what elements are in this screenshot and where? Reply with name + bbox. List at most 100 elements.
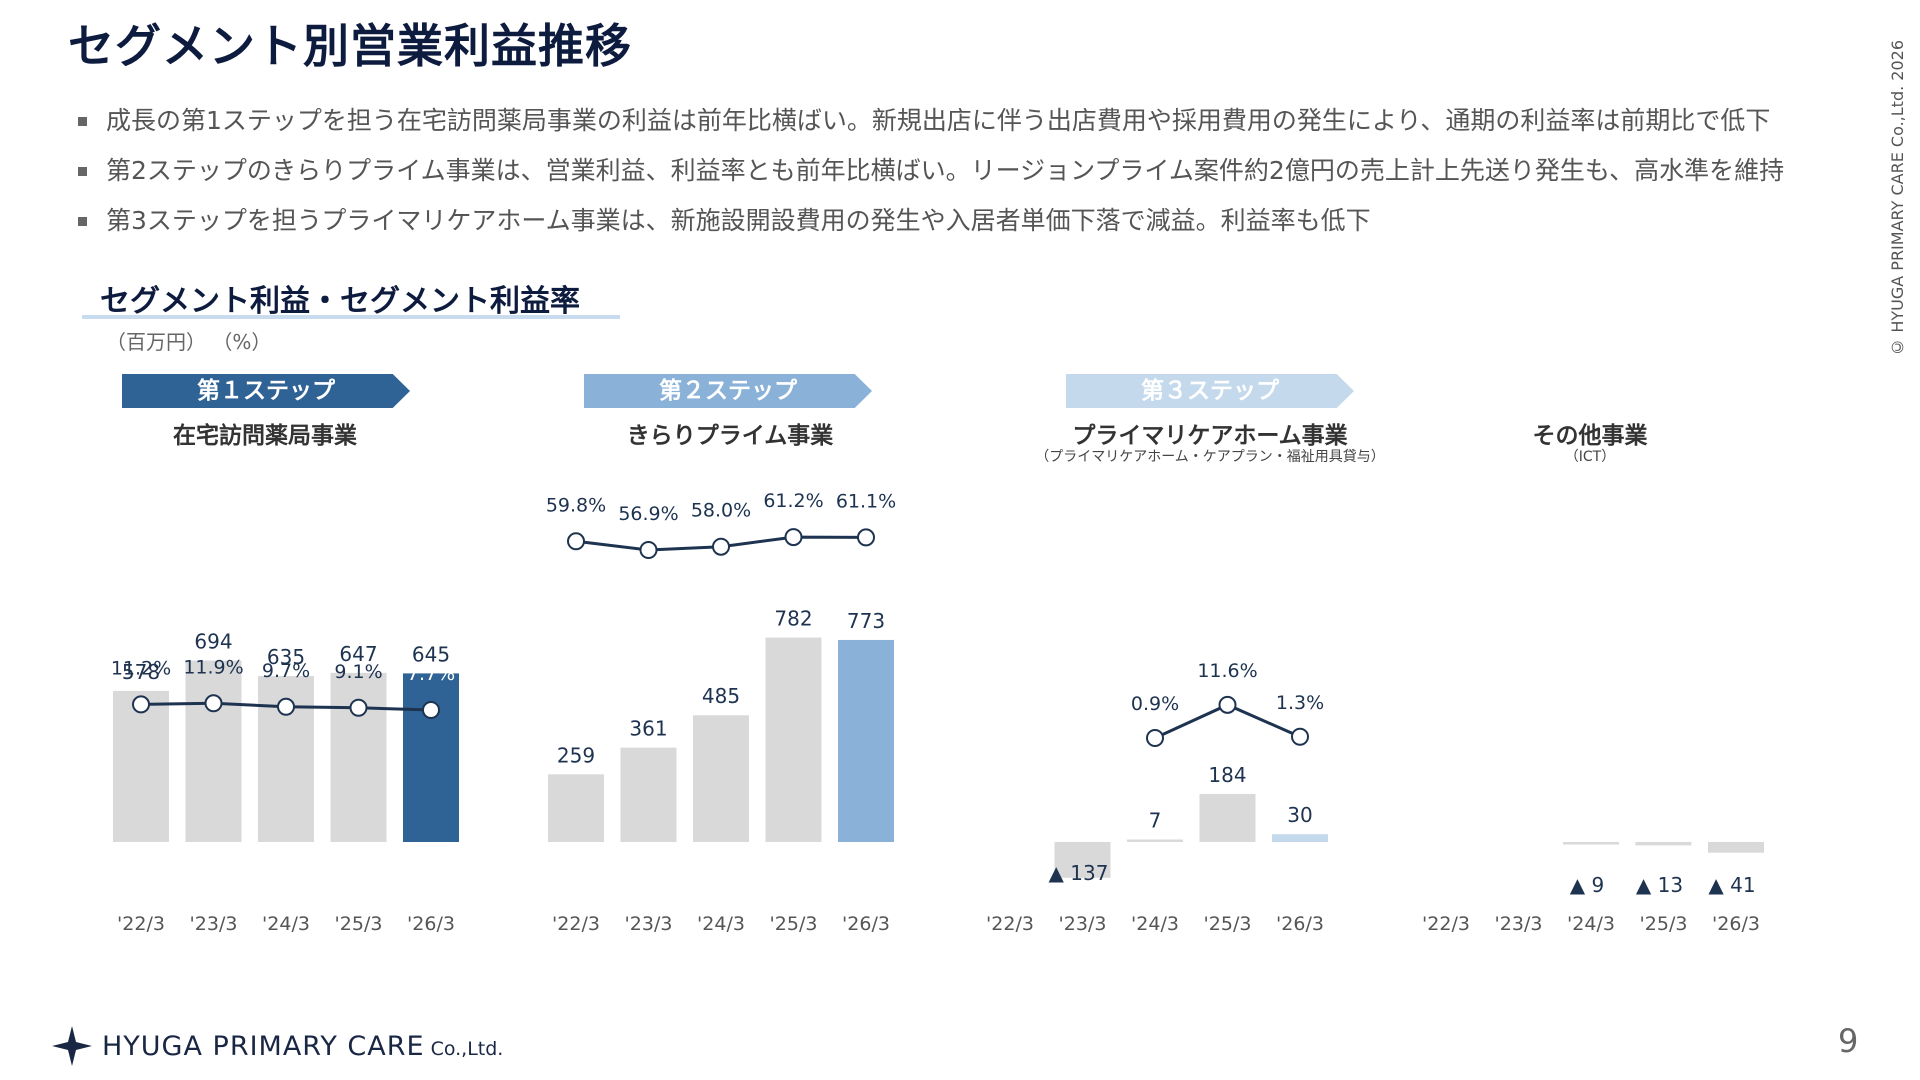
bar-value-label: ▲ 13 [1636, 873, 1683, 897]
x-tick-label: '26/3 [407, 913, 455, 935]
bar [765, 637, 822, 842]
bar-value-label: 773 [847, 609, 885, 633]
rate-point [1218, 695, 1237, 714]
bar [838, 639, 894, 842]
x-tick-label: '23/3 [190, 913, 238, 935]
bar-value-label: 30 [1287, 803, 1312, 827]
rate-point [204, 694, 223, 713]
rate-label: 59.8% [546, 494, 606, 516]
summary-bullets: 成長の第1ステップを担う在宅訪問薬局事業の利益は前年比横ばい。新規出店に伴う出店… [78, 96, 1838, 246]
bar-value-label: 485 [702, 684, 740, 708]
step3-banner: 第３ステップ [1066, 374, 1354, 408]
bar [1563, 842, 1619, 845]
rate-point [784, 528, 803, 547]
bar-value-label: 259 [557, 743, 595, 767]
bar [1272, 834, 1328, 842]
x-tick-label: '22/3 [117, 913, 165, 935]
rate-label: 11.2% [111, 657, 171, 679]
x-tick-label: '25/3 [335, 913, 383, 935]
rate-point [422, 701, 440, 719]
bar [185, 660, 242, 842]
x-tick-label: '26/3 [1276, 913, 1324, 935]
x-tick-label: '23/3 [1059, 913, 1107, 935]
rate-point [567, 532, 585, 551]
step2-banner: 第２ステップ [584, 374, 872, 408]
rate-label: 58.0% [691, 500, 751, 522]
bullet-square-icon [78, 117, 87, 126]
rate-label: 9.7% [262, 660, 310, 682]
rate-label: 56.9% [618, 503, 678, 525]
x-tick-label: '23/3 [1495, 913, 1543, 935]
bar [693, 715, 749, 842]
rate-label: 7.7% [407, 663, 455, 685]
rate-label: 11.9% [183, 656, 243, 678]
bar [330, 672, 387, 842]
step1-banner: 第１ステップ [122, 374, 410, 408]
x-tick-label: '24/3 [262, 913, 310, 935]
bullet-item: 第2ステップのきらりプライム事業は、営業利益、利益率とも前年比横ばい。リージョン… [78, 146, 1838, 196]
segment-name-other: その他事業 [1532, 423, 1648, 449]
segment-name-pharmacy: 在宅訪問薬局事業 [173, 423, 357, 449]
bar-value-label: 647 [339, 642, 377, 666]
x-tick-label: '25/3 [1204, 913, 1252, 935]
rate-point [1291, 727, 1309, 746]
x-tick-label: '24/3 [697, 913, 745, 935]
copyright: © HYUGA PRIMARY CARE Co.,Ltd. 2026 [1888, 40, 1907, 357]
bar-value-label: 635 [267, 645, 305, 669]
bar [403, 673, 459, 842]
page-title: セグメント別営業利益推移 [68, 19, 632, 73]
bar-value-label: ▲ 137 [1049, 861, 1109, 885]
x-tick-label: '26/3 [1712, 913, 1760, 935]
logo-text: HYUGA PRIMARY CARE [102, 1030, 425, 1062]
rate-point [277, 697, 295, 716]
x-tick-label: '26/3 [842, 913, 890, 935]
bar [1199, 793, 1256, 842]
company-logo: HYUGA PRIMARY CARE Co.,Ltd. [52, 1026, 503, 1066]
segment-sub-other: （ICT） [1564, 449, 1616, 465]
bar-value-label: ▲ 9 [1570, 873, 1604, 897]
bar-value-label: 578 [122, 660, 160, 684]
bullet-square-icon [78, 167, 87, 176]
rate-point [712, 537, 730, 556]
bar [1054, 842, 1111, 878]
rate-label: 1.3% [1276, 692, 1324, 714]
bar [620, 747, 677, 842]
segment-name-care-home: プライマリケアホーム事業 [1072, 423, 1348, 449]
segment-charts: '22/3 '23/3 '24/3 '25/3 '26/3 578 694 635 647 645… [111, 490, 1764, 935]
x-tick-label: '25/3 [1640, 913, 1688, 935]
x-tick-label: '25/3 [770, 913, 818, 935]
rate-point [857, 528, 875, 547]
bar-value-label: 361 [629, 717, 667, 741]
bar [113, 690, 169, 842]
x-tick-label: '24/3 [1131, 913, 1179, 935]
x-tick-label: '23/3 [625, 913, 673, 935]
bullet-item: 成長の第1ステップを担う在宅訪問薬局事業の利益は前年比横ばい。新規出店に伴う出店… [78, 96, 1838, 146]
star-logo-icon [52, 1026, 92, 1066]
units-label: （百万円） （%） [106, 330, 272, 354]
bar [1127, 839, 1183, 842]
bar [548, 774, 604, 842]
bar [1635, 842, 1692, 846]
section-underline [82, 315, 620, 319]
rate-point [349, 698, 368, 717]
x-tick-label: '24/3 [1567, 913, 1615, 935]
segment-name-kirari: きらりプライム事業 [626, 423, 834, 449]
bar-value-label: 645 [412, 642, 450, 666]
rate-label: 0.9% [1131, 693, 1179, 715]
bar-value-label: ▲ 41 [1708, 873, 1755, 897]
rate-point [1146, 729, 1164, 747]
bar-value-label: 782 [774, 607, 812, 631]
page-number: 9 [1838, 1022, 1859, 1060]
rate-label: 11.6% [1197, 660, 1257, 682]
segment-sub-care-home: （プライマリケアホーム・ケアプラン・福祉用具貸与） [1035, 449, 1385, 465]
bar-value-label: 7 [1149, 809, 1162, 833]
bar-value-label: 184 [1208, 763, 1246, 787]
x-tick-label: '22/3 [552, 913, 600, 935]
x-tick-label: '22/3 [986, 913, 1034, 935]
bullet-square-icon [78, 217, 87, 226]
rate-label: 61.2% [763, 490, 823, 512]
bar [1708, 842, 1764, 853]
bar-value-label: 694 [194, 630, 232, 654]
rate-point [132, 695, 150, 714]
logo-suffix: Co.,Ltd. [430, 1038, 504, 1060]
